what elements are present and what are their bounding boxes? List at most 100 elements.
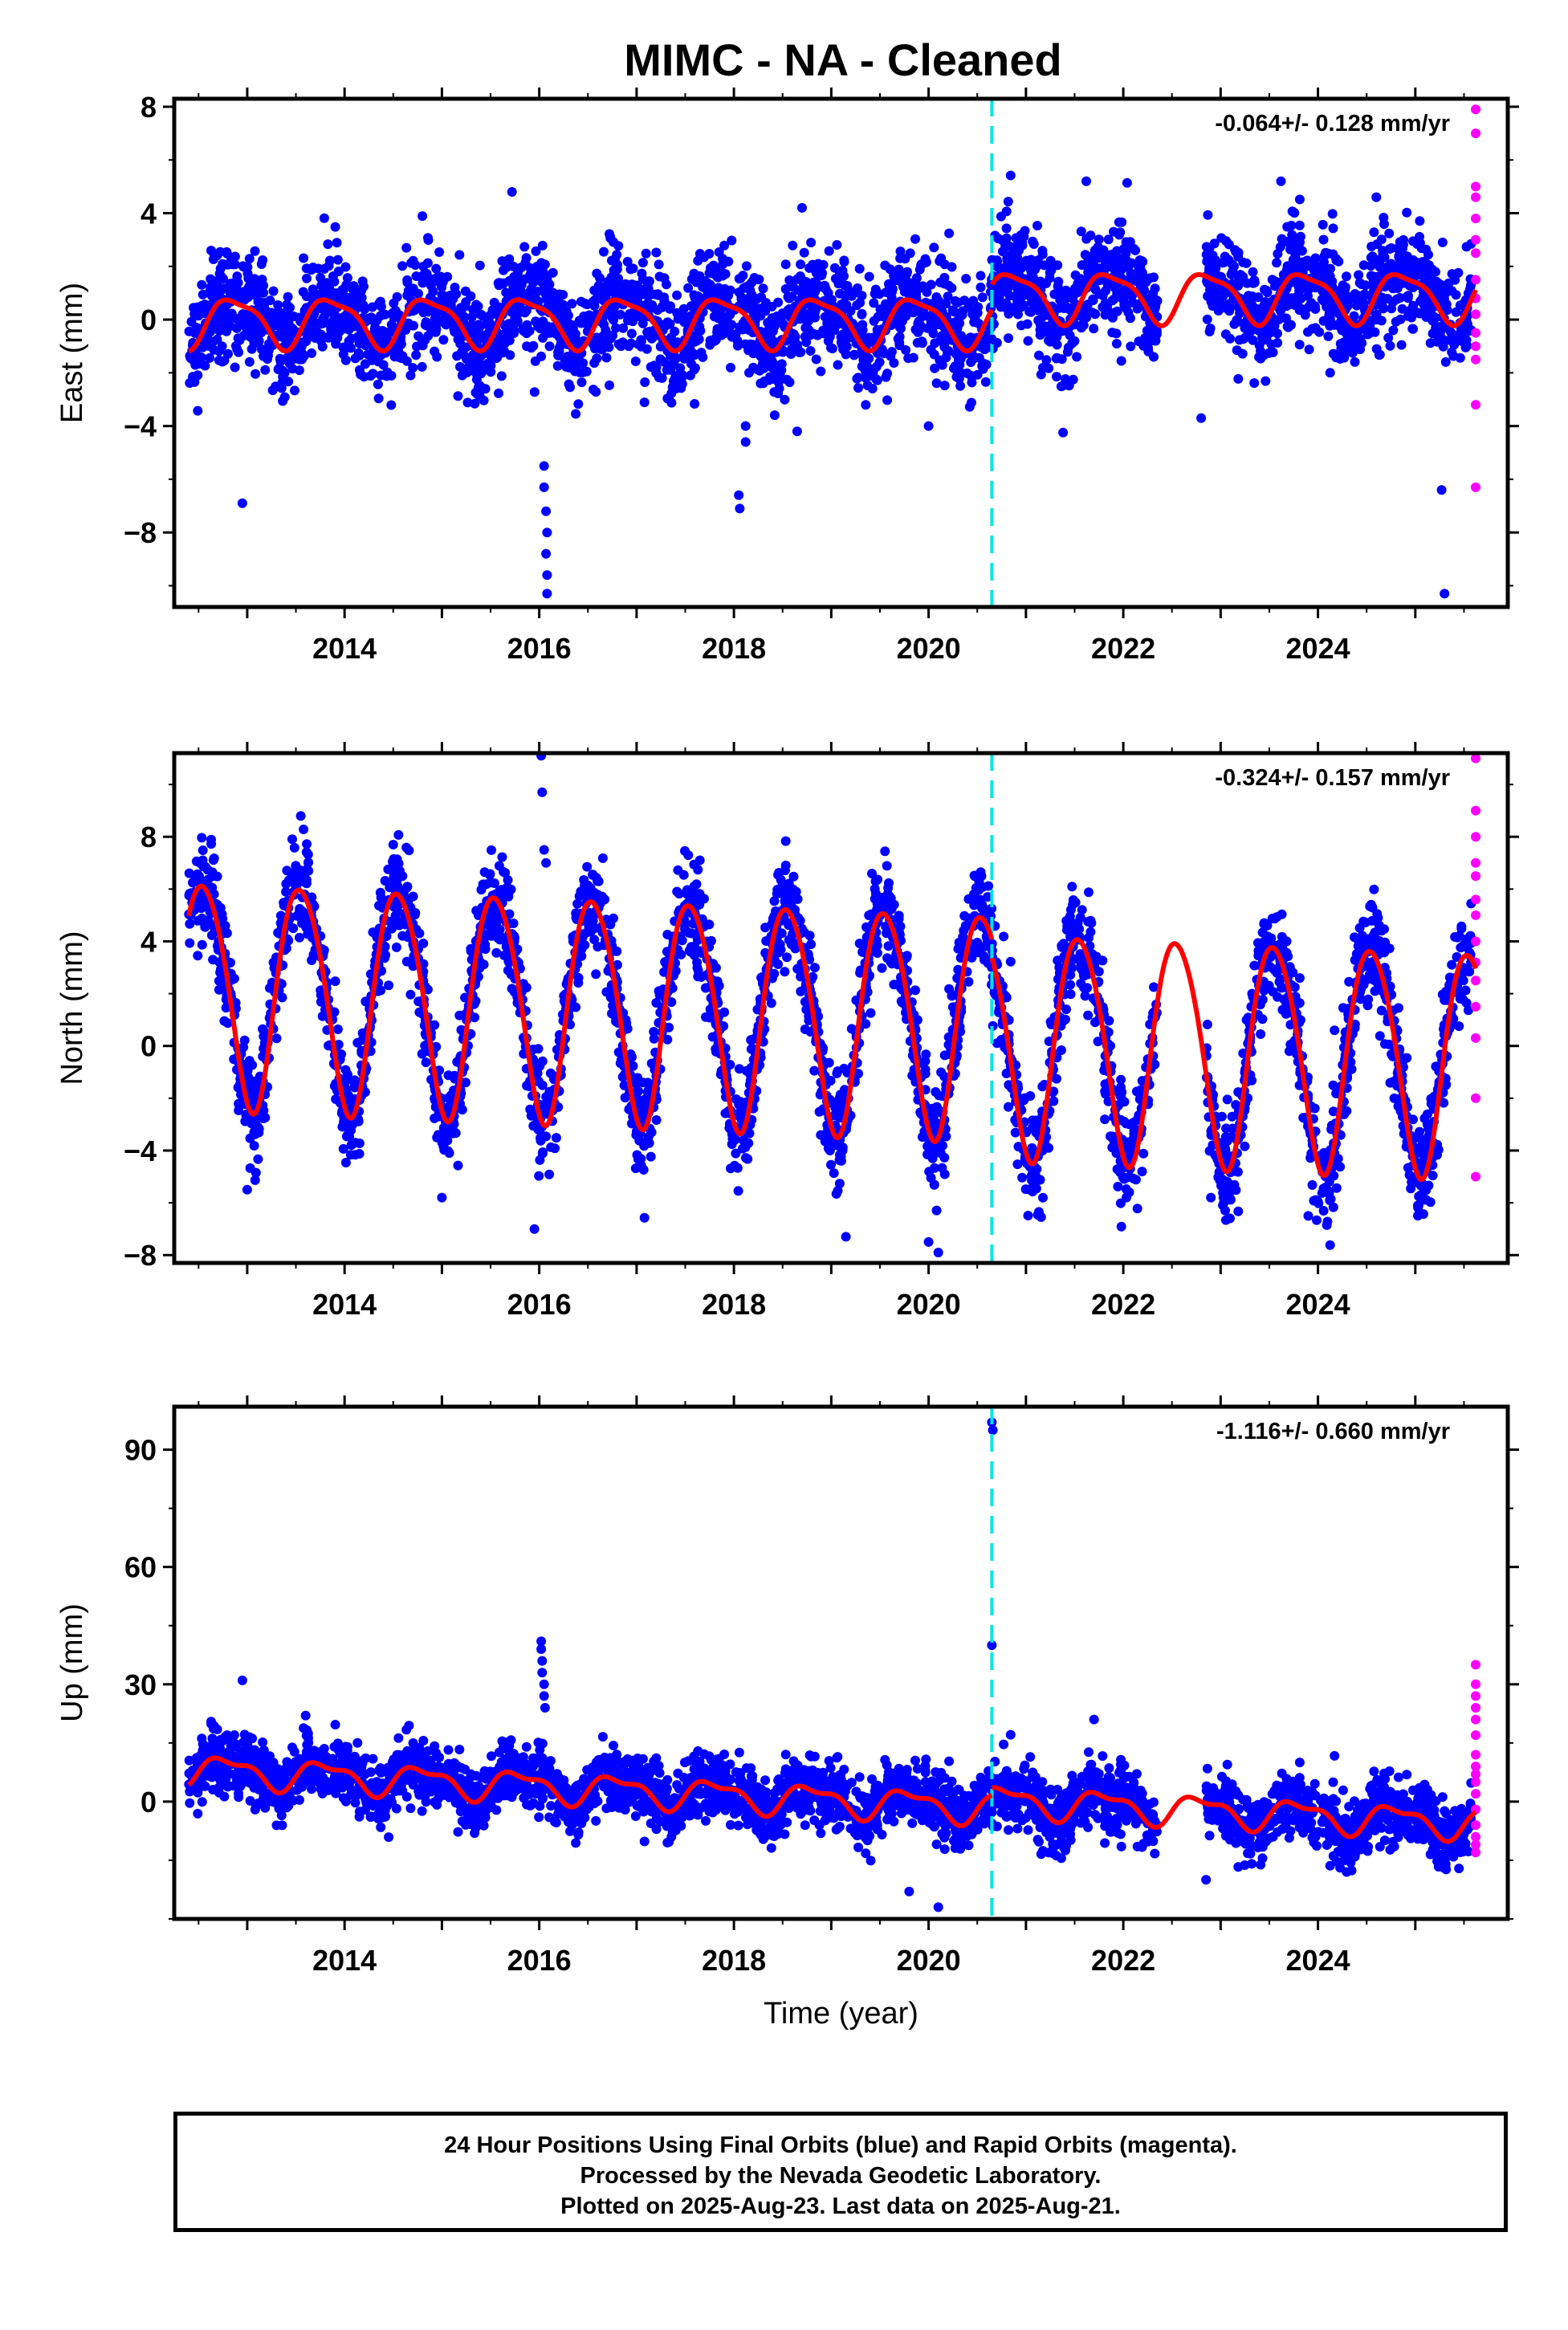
final-point (905, 248, 915, 259)
final-point (929, 242, 939, 253)
final-point (417, 211, 428, 222)
final-point (1419, 264, 1429, 275)
final-point (331, 339, 341, 349)
final-point (646, 362, 656, 372)
final-point (389, 298, 399, 308)
final-point (438, 335, 449, 345)
final-point (935, 334, 946, 344)
final-point (402, 277, 413, 287)
final-point (1031, 257, 1041, 267)
final-point (472, 336, 483, 347)
final-point (979, 360, 989, 370)
rapid-point (1471, 328, 1480, 338)
final-point (335, 316, 345, 327)
final-point (799, 247, 809, 258)
final-point (1289, 298, 1299, 308)
x-tick-label: 2014 (312, 632, 377, 665)
final-point (1456, 921, 1467, 931)
final-point (365, 371, 376, 381)
final-point (227, 259, 238, 270)
final-point (1037, 246, 1048, 256)
final-point (977, 292, 988, 303)
final-point (605, 308, 615, 318)
final-point (250, 369, 261, 379)
final-point (927, 323, 938, 333)
final-point (947, 262, 957, 272)
final-point (494, 388, 503, 398)
final-point (829, 1168, 839, 1179)
final-point (702, 284, 712, 295)
final-point (491, 348, 501, 358)
final-point (290, 385, 299, 396)
final-point (1201, 242, 1212, 252)
final-point (1358, 260, 1369, 271)
final-point (301, 263, 312, 274)
final-point (911, 273, 922, 283)
final-point (1328, 348, 1338, 359)
final-point (521, 325, 531, 336)
final-point (360, 359, 370, 369)
final-point (360, 304, 370, 315)
final-point (466, 291, 476, 301)
final-point (282, 299, 292, 310)
final-point (592, 268, 602, 279)
final-point (418, 270, 429, 280)
final-point (393, 343, 403, 353)
final-point (238, 317, 248, 327)
final-point (357, 276, 368, 287)
final-point (483, 359, 493, 369)
final-point (432, 352, 442, 362)
final-point (639, 397, 650, 408)
final-point (840, 280, 849, 291)
final-point (471, 299, 482, 310)
final-point (851, 287, 861, 298)
final-point (206, 274, 216, 284)
final-point (457, 370, 467, 381)
final-point (245, 332, 255, 342)
final-point (702, 278, 712, 288)
final-point (1023, 336, 1033, 346)
final-point (1211, 263, 1221, 274)
final-point (253, 328, 263, 339)
final-point (190, 360, 201, 370)
final-point (1061, 374, 1070, 384)
final-point (1242, 278, 1252, 288)
final-point (1047, 324, 1057, 334)
final-point (615, 309, 625, 320)
final-point (356, 292, 367, 303)
final-point (1398, 239, 1408, 250)
final-point (411, 271, 422, 281)
final-point (1132, 270, 1142, 280)
final-point (323, 239, 333, 250)
final-point (883, 287, 894, 297)
final-point (1277, 234, 1287, 244)
final-point (1234, 275, 1244, 285)
final-point (902, 276, 913, 287)
final-point (324, 261, 334, 271)
final-point (1273, 338, 1283, 348)
final-point (1012, 252, 1022, 263)
final-point (185, 378, 195, 388)
final-point (542, 589, 552, 599)
final-point (393, 829, 404, 840)
final-point (630, 356, 641, 366)
final-point (1320, 294, 1330, 304)
final-point (576, 377, 587, 388)
final-point (531, 246, 541, 256)
final-point (580, 317, 590, 328)
final-point (756, 292, 767, 303)
final-point (1114, 230, 1124, 240)
final-point (1360, 280, 1370, 291)
final-point (975, 271, 986, 281)
final-point (542, 528, 552, 538)
final-point (332, 238, 342, 248)
final-point (198, 289, 208, 299)
final-point (1032, 221, 1042, 230)
final-point (926, 344, 936, 355)
final-point (547, 322, 557, 332)
final-point (1323, 331, 1334, 341)
final-point (214, 309, 224, 319)
final-point (766, 998, 776, 1008)
final-point (1021, 255, 1032, 266)
